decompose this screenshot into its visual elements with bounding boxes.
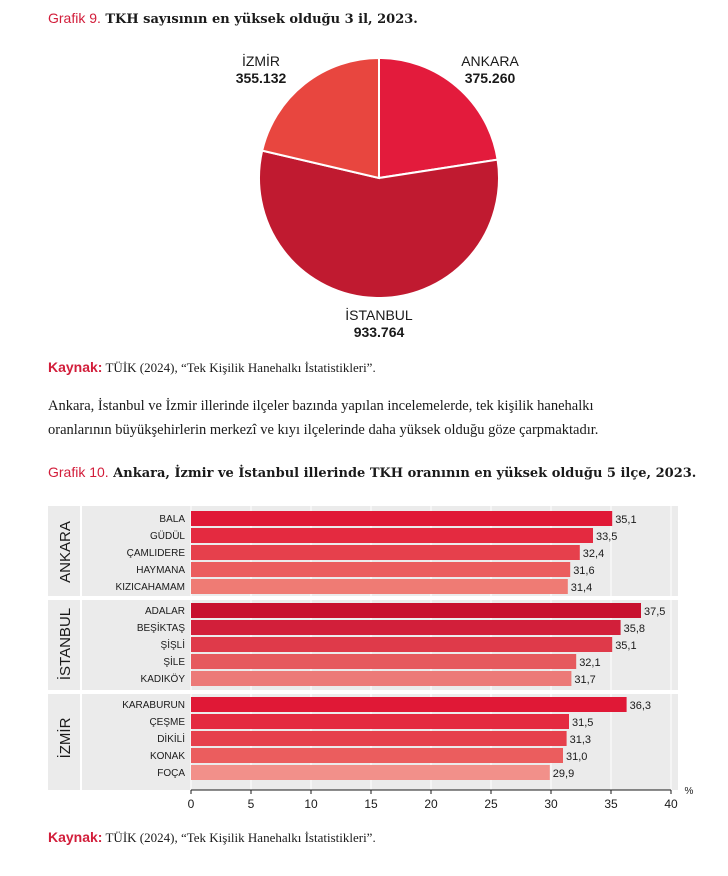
bar-value-label: 31,7 <box>574 674 595 686</box>
x-tick-label: 40 <box>664 797 678 811</box>
bar-category-label: HAYMANA <box>136 565 185 576</box>
x-tick-label: 5 <box>248 797 255 811</box>
bar-value-label: 32,4 <box>583 548 604 560</box>
bar-value-label: 35,1 <box>615 640 636 652</box>
x-tick-label: 35 <box>604 797 618 811</box>
bar-category-label: BALA <box>159 514 185 525</box>
chart2-caption-text: Ankara, İzmir ve İstanbul illerinde TKH … <box>113 466 697 481</box>
bar <box>191 671 572 686</box>
pie-slice-i̇stanbul <box>258 149 500 300</box>
bar-category-label: ADALAR <box>145 606 185 617</box>
bar <box>191 748 563 763</box>
pie-label: İZMİR <box>242 52 280 69</box>
chart2-caption-lead: Grafik 10. <box>48 464 109 480</box>
pie-slice-ankara <box>378 56 499 180</box>
bar-category-label: ÇEŞME <box>149 717 185 728</box>
bar <box>191 637 613 652</box>
bar <box>191 697 627 712</box>
bar <box>191 620 621 635</box>
bar-category-label: GÜDÜL <box>150 530 185 542</box>
column-separator <box>80 506 82 790</box>
x-tick-label: 30 <box>544 797 558 811</box>
bar-value-label: 35,8 <box>624 623 645 635</box>
chart2-caption: Grafik 10. Ankara, İzmir ve İstanbul ill… <box>48 464 696 481</box>
bar-value-label: 37,5 <box>644 606 665 618</box>
group-separator <box>48 690 678 694</box>
x-tick-label: 15 <box>364 797 378 811</box>
chart1-source-text: TÜİK (2024), “Tek Kişilik Hanehalkı İsta… <box>105 360 376 375</box>
bar <box>191 562 571 577</box>
bar <box>191 731 567 746</box>
bar <box>191 603 641 618</box>
bar <box>191 545 580 560</box>
bar-value-label: 33,5 <box>596 531 617 543</box>
group-label: İZMİR <box>56 717 74 758</box>
bar-value-label: 29,9 <box>553 768 574 780</box>
bar-value-label: 32,1 <box>579 657 600 669</box>
chart2-source-text: TÜİK (2024), “Tek Kişilik Hanehalkı İsta… <box>105 830 376 845</box>
bar-category-label: KONAK <box>150 751 185 762</box>
bar <box>191 654 577 669</box>
bar-value-label: 31,6 <box>573 565 594 577</box>
bar <box>191 511 613 526</box>
bar-value-label: 35,1 <box>615 514 636 526</box>
x-tick-label: 0 <box>188 797 195 811</box>
chart1-caption-lead: Grafik 9. <box>48 10 101 26</box>
chart1-caption: Grafik 9. TKH sayısının en yüksek olduğu… <box>48 10 418 27</box>
paragraph-line-2: oranlarının büyükşehirlerin merkezî ve k… <box>48 422 599 438</box>
bar-category-label: ÇAMLIDERE <box>127 548 186 559</box>
bar-category-label: BEŞİKTAŞ <box>137 621 185 634</box>
group-label: ANKARA <box>57 521 74 583</box>
bar-chart: ANKARA BALA 35,1 GÜDÜL 33,5 ÇAMLIDERE 32,4 HAYM… <box>48 506 694 811</box>
bar <box>191 528 593 543</box>
chart2-source: Kaynak: TÜİK (2024), “Tek Kişilik Haneha… <box>48 829 376 846</box>
bar-category-label: ŞİLE <box>163 655 185 668</box>
bar-category-label: ŞİŞLİ <box>161 638 185 651</box>
bar-value-label: 31,0 <box>566 751 587 763</box>
pie-slice-i̇zmi̇r <box>260 56 380 180</box>
bar-value-label: 31,4 <box>571 582 592 594</box>
pie-value-label: 933.764 <box>354 324 405 340</box>
chart2-source-label: Kaynak: <box>48 829 103 845</box>
x-tick-label: 25 <box>484 797 498 811</box>
bar-value-label: 36,3 <box>630 700 651 712</box>
bar <box>191 765 550 780</box>
paragraph-line-1: Ankara, İstanbul ve İzmir illerinde ilçe… <box>48 398 594 414</box>
bar-value-label: 31,5 <box>572 717 593 729</box>
bar-category-label: KARABURUN <box>122 700 185 711</box>
pie-value-label: 375.260 <box>465 70 516 86</box>
x-axis-unit: % <box>685 786 694 797</box>
bar-category-label: KIZICAHAMAM <box>116 582 185 593</box>
bar-value-label: 31,3 <box>570 734 591 746</box>
chart1-source: Kaynak: TÜİK (2024), “Tek Kişilik Haneha… <box>48 359 376 376</box>
bar <box>191 579 568 594</box>
bar-category-label: DİKİLİ <box>157 732 185 745</box>
bar-category-label: KADIKÖY <box>141 673 186 685</box>
group-label: İSTANBUL <box>56 608 74 680</box>
pie-label: İSTANBUL <box>345 306 413 323</box>
bar <box>191 714 569 729</box>
group-separator <box>48 596 678 600</box>
chart1-source-label: Kaynak: <box>48 359 103 375</box>
chart1-caption-text: TKH sayısının en yüksek olduğu 3 il, 202… <box>105 12 418 27</box>
pie-value-label: 355.132 <box>236 70 287 86</box>
bar-category-label: FOÇA <box>157 768 185 779</box>
x-tick-label: 10 <box>304 797 318 811</box>
pie-label: ANKARA <box>461 53 519 69</box>
body-paragraph: Ankara, İstanbul ve İzmir illerinde ilçe… <box>48 394 688 442</box>
x-tick-label: 20 <box>424 797 438 811</box>
